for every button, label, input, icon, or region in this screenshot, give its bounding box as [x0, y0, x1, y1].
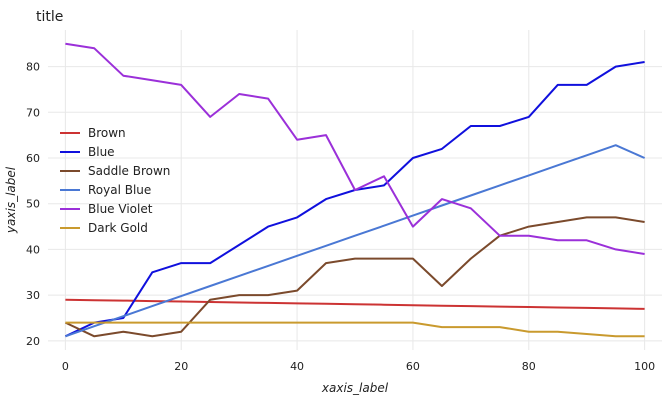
x-axis-label: xaxis_label [321, 381, 389, 395]
x-tick-label: 60 [406, 360, 420, 373]
x-tick-labels: 0 20 40 60 80 100 [62, 360, 655, 373]
gridlines [48, 30, 662, 350]
y-tick-label: 20 [26, 335, 40, 348]
legend: Brown Blue Saddle Brown Royal Blue Blue Viol… [60, 126, 170, 235]
series-line-brown [65, 298, 645, 310]
series-line-saddle-brown [64, 216, 645, 338]
x-tick-label: 0 [62, 360, 69, 373]
x-tick-label: 80 [522, 360, 536, 373]
series-line-blue-violet [65, 42, 645, 255]
y-tick-label: 60 [26, 152, 40, 165]
y-tick-label: 80 [26, 61, 40, 74]
legend-label: Blue Violet [88, 202, 153, 216]
y-tick-labels: 20 30 40 50 60 70 80 [26, 61, 40, 348]
series-line-royal-blue [65, 144, 646, 338]
y-tick-label: 70 [26, 106, 40, 119]
legend-label: Blue [88, 145, 115, 159]
y-tick-label: 40 [26, 243, 40, 256]
legend-label: Saddle Brown [88, 164, 170, 178]
x-tick-label: 100 [634, 360, 655, 373]
y-axis-label: yaxis_label [4, 166, 18, 234]
legend-label: Dark Gold [88, 221, 148, 235]
series-lines [64, 42, 646, 338]
y-tick-label: 30 [26, 289, 40, 302]
legend-label: Royal Blue [88, 183, 151, 197]
x-tick-label: 40 [290, 360, 304, 373]
legend-label: Brown [88, 126, 126, 140]
y-tick-label: 50 [26, 198, 40, 211]
series-line-dark-gold [65, 321, 645, 338]
x-tick-label: 20 [174, 360, 188, 373]
chart-title: title [36, 9, 63, 25]
